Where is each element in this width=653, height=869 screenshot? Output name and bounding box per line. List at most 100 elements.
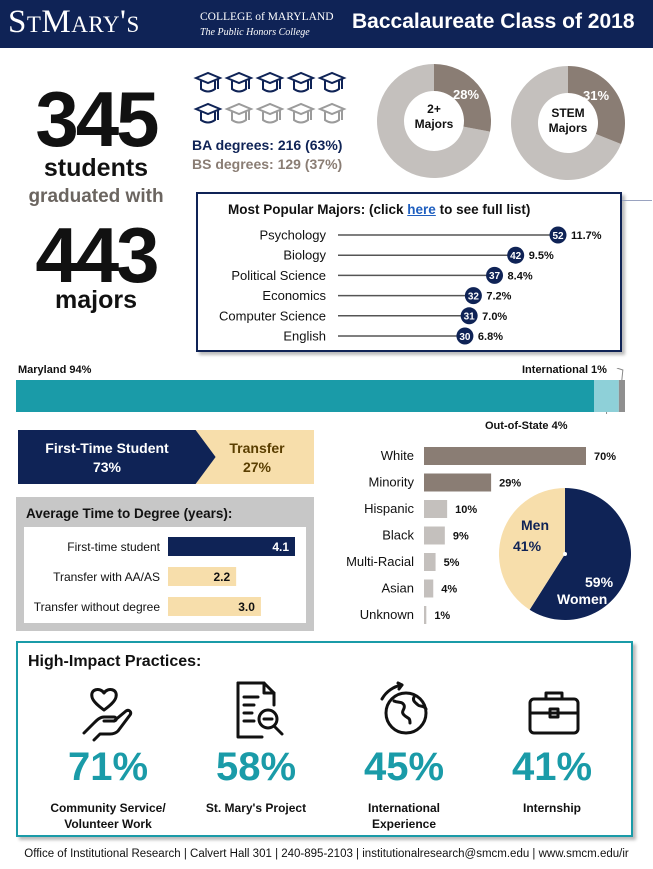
cap-top	[255, 71, 285, 85]
time-to-degree-inner: First-time student 4.1 Transfer with AA/AS…	[24, 527, 306, 623]
practice-label-line2: Experience	[371, 817, 437, 831]
practice-percent: 58%	[215, 745, 297, 789]
donut-chart	[499, 488, 631, 620]
graduation-cap-icon	[255, 71, 285, 93]
international-label: International 1%	[522, 364, 607, 376]
donut-percent: 28%	[453, 87, 480, 102]
outofstate-label: Out-of-State 4%	[485, 420, 568, 432]
ttd-bar	[168, 597, 261, 616]
men-slice	[499, 488, 565, 610]
practice-label-line1: International	[367, 801, 440, 815]
globe-icon	[380, 681, 428, 735]
high-impact-title: High-Impact Practices:	[28, 653, 202, 670]
donut-stem-majors: STEM Majors 31%	[508, 64, 628, 182]
ethnicity-percent: 10%	[455, 504, 477, 516]
ttd-bar	[168, 537, 295, 556]
ethnicity-label: Unknown	[360, 607, 414, 622]
cap-top	[286, 71, 316, 85]
ttd-bar	[168, 567, 237, 586]
graduation-cap-icon	[224, 102, 254, 124]
ethnicity-bar	[424, 500, 448, 518]
ethnicity-percent: 4%	[441, 584, 457, 596]
graduation-cap-icon	[286, 71, 316, 93]
cap-band	[324, 81, 340, 93]
cap-top	[255, 102, 285, 116]
college-logo: StMary's COLLEGE of MARYLAND The Public …	[8, 4, 338, 44]
residency-bar	[16, 368, 625, 414]
donut-chart	[511, 66, 625, 181]
cap-band	[231, 81, 247, 93]
major-percent: 11.7%	[571, 230, 602, 242]
practice-percent: 71%	[67, 745, 149, 789]
practice-community-service: 71% Community Service/ Volunteer Work	[34, 673, 182, 833]
major-count: 42	[510, 251, 522, 262]
popular-majors-title: Most Popular Majors: (click here to see …	[228, 202, 530, 217]
practice-international-experience: 45% International Experience	[330, 673, 478, 833]
cap-top	[224, 102, 254, 116]
ethnicity-percent: 9%	[453, 531, 469, 543]
major-name: Political Science	[231, 268, 326, 283]
cap-top	[193, 71, 223, 85]
ethnicity-percent: 70%	[594, 451, 616, 463]
cap-band	[324, 112, 340, 124]
residency-international-segment	[618, 380, 625, 412]
women-label: Women	[557, 591, 608, 607]
ethnicity-label: Hispanic	[364, 501, 414, 516]
major-name: English	[283, 329, 326, 344]
full-list-link[interactable]: here	[407, 202, 436, 217]
cap-top	[224, 71, 254, 85]
panel-connector-line	[622, 200, 652, 201]
major-marker	[464, 287, 482, 305]
major-percent: 6.8%	[478, 331, 503, 343]
donut-slice-rest	[377, 64, 490, 178]
ethnicity-label: White	[381, 448, 414, 463]
ethnicity-label: Minority	[368, 475, 414, 490]
cap-top	[317, 71, 347, 85]
major-percent: 9.5%	[529, 250, 554, 262]
graduation-cap-icon	[317, 71, 347, 93]
donut-slice-value	[434, 64, 491, 132]
international-callout-line	[616, 368, 624, 381]
ethnicity-bar	[424, 553, 436, 571]
graduation-cap-icon	[224, 71, 254, 93]
graduation-cap-icon	[286, 102, 316, 124]
graduation-cap-icon	[193, 71, 223, 93]
student-type-bar	[18, 430, 314, 484]
cap-band	[293, 112, 309, 124]
men-label: Men	[521, 517, 549, 533]
bs-degrees-text: BS degrees: 129 (37%)	[192, 156, 343, 172]
page-title: Baccalaureate Class of 2018	[352, 10, 635, 33]
ethnicity-bar	[424, 579, 434, 598]
ttd-value: 4.1	[272, 540, 289, 554]
students-count: 345	[35, 75, 159, 163]
ttd-label: First-time student	[67, 540, 160, 554]
major-marker	[456, 327, 474, 345]
header-bar	[0, 0, 653, 48]
helping-hand-heart-icon	[82, 688, 133, 742]
cap-top	[317, 102, 347, 116]
donut-two-plus-majors: 2+ Majors 28%	[374, 62, 494, 180]
practice-label-line1: Internship	[522, 801, 581, 815]
ttd-value: 2.2	[213, 570, 230, 584]
major-percent: 7.0%	[482, 311, 507, 323]
major-percent: 8.4%	[508, 270, 533, 282]
title-prefix: Most Popular Majors: (click	[228, 202, 408, 217]
donut-label-line2: Majors	[414, 117, 454, 131]
practice-internship: 41% Internship	[478, 673, 626, 833]
students-label: students	[43, 154, 149, 182]
graduation-cap-icon	[317, 102, 347, 124]
cap-band	[262, 81, 278, 93]
major-marker	[460, 307, 478, 325]
time-to-degree-title: Average Time to Degree (years):	[26, 506, 233, 521]
donut-percent: 31%	[583, 88, 610, 103]
donut-slice-rest	[511, 66, 621, 181]
ba-degrees-text: BA degrees: 216 (63%)	[192, 137, 343, 153]
donut-label-line1: 2+	[427, 102, 441, 116]
first-time-segment	[18, 430, 216, 484]
donut-label-line1: STEM	[551, 106, 585, 120]
graduation-cap-icon	[255, 102, 285, 124]
majors-label: majors	[55, 286, 137, 314]
practice-percent: 41%	[511, 745, 593, 789]
ethnicity-bar	[424, 447, 586, 465]
ethnicity-bar	[424, 526, 445, 545]
